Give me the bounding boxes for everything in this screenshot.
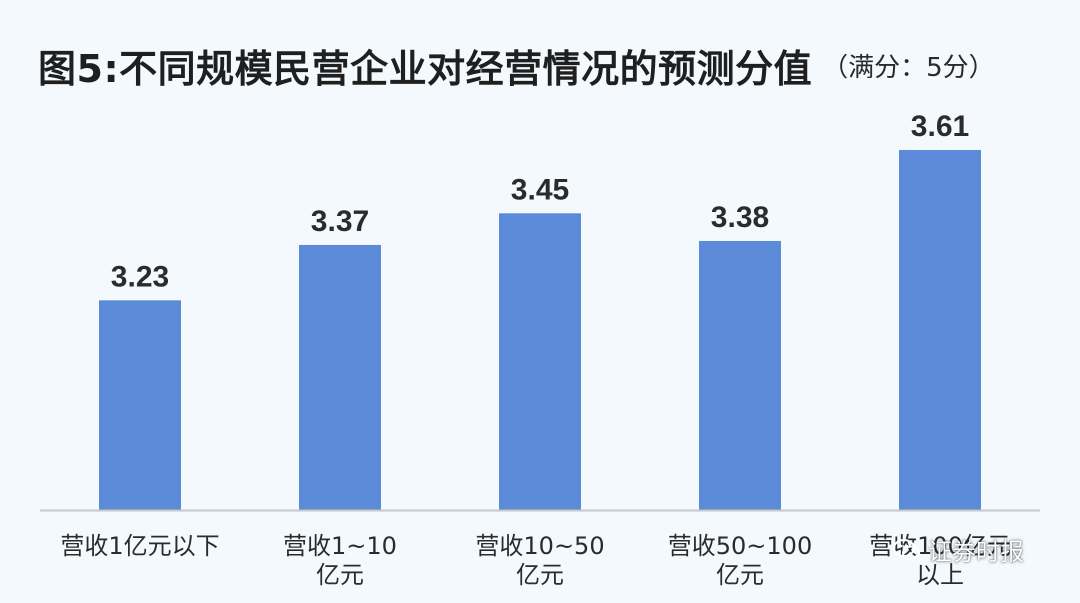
category-label: 营收10~50 [475,532,604,560]
bar-value-label: 3.45 [511,173,569,206]
wechat-icon [893,538,920,560]
category-label: 亿元 [316,561,364,589]
category-label: 营收50~100 [668,532,812,560]
bar [699,240,781,510]
category-label: 亿元 [516,561,564,589]
bar-value-label: 3.23 [111,260,169,293]
category-label: 营收100亿元 [869,532,1011,560]
watermark: 证券时报 [892,532,1024,567]
watermark-text: 证券时报 [928,538,1024,566]
bar [299,244,381,510]
chart-title: 图5:不同规模民营企业对经营情况的预测分值 [38,47,813,91]
bar [899,150,981,510]
bar-value-label: 3.37 [311,205,369,238]
category-label: 以上 [916,561,964,589]
category-label: 营收1亿元以下 [60,532,219,560]
bar [99,300,181,510]
category-label: 营收1~10 [283,532,397,560]
chart-subtitle: （满分：5分） [822,53,995,83]
chart-title-block: 图5:不同规模民营企业对经营情况的预测分值 （满分：5分） [38,38,995,93]
bar-value-label: 3.61 [911,110,969,143]
bar-value-label: 3.38 [711,201,769,234]
category-label: 亿元 [716,561,764,589]
bar [499,213,581,511]
